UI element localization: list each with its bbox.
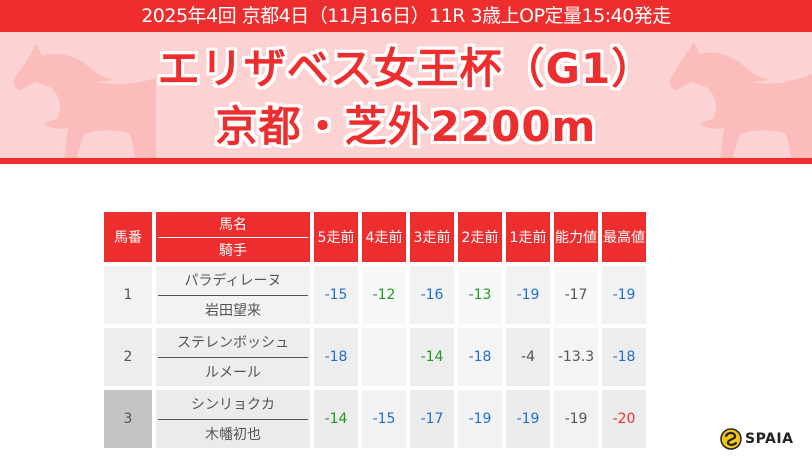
race-info-bar: 2025年4回 京都4日（11月16日）11R 3歳上OP定量15:40発走: [0, 0, 812, 32]
horse-number: 3: [104, 390, 152, 448]
race-title: エリザベス女王杯（G1）: [157, 44, 655, 93]
horse-name: シンリョクカ: [191, 397, 275, 414]
table-row: 3 シンリョクカ 木幡初也 -14 -15 -17 -19 -19 -19 -2…: [104, 390, 646, 448]
best-value: -19: [602, 266, 646, 324]
jockey-name: ルメール: [205, 364, 261, 381]
header-run4: 4走前: [362, 212, 406, 262]
run4-value: -12: [362, 266, 406, 324]
horse-number: 1: [104, 266, 152, 324]
run2-value: -19: [458, 390, 502, 448]
table-header-row: 馬番 馬名 騎手 5走前 4走前 3走前 2走前 1走前 能力値 最高値: [104, 212, 646, 262]
run5-value: -15: [314, 266, 358, 324]
run3-value: -16: [410, 266, 454, 324]
best-value: -20: [602, 390, 646, 448]
jockey-name: 木幡初也: [205, 426, 261, 443]
header-jockey: 騎手: [219, 242, 247, 259]
horse-silhouette-icon: [13, 44, 156, 158]
banner-divider: [0, 158, 812, 164]
performance-table: 馬番 馬名 騎手 5走前 4走前 3走前 2走前 1走前 能力値 最高値 1 パ…: [100, 208, 650, 452]
horse-name: パラディレーヌ: [184, 273, 282, 290]
header-run2: 2走前: [458, 212, 502, 262]
horse-jockey-cell: パラディレーヌ 岩田望来: [156, 266, 310, 324]
spaia-logo-text: SPAIA: [745, 431, 794, 447]
spaia-logo-icon: [720, 428, 742, 450]
table-row: 2 ステレンボッシュ ルメール -18 -14 -18 -4 -13.3 -18: [104, 328, 646, 386]
name-divider: [158, 356, 308, 358]
header-run1: 1走前: [506, 212, 550, 262]
ability-value: -13.3: [554, 328, 598, 386]
header-divider: [158, 236, 308, 238]
run4-value: [362, 328, 406, 386]
run2-value: -13: [458, 266, 502, 324]
header-number: 馬番: [104, 212, 152, 262]
run3-value: -17: [410, 390, 454, 448]
header-horse: 馬名: [219, 217, 247, 234]
run1-value: -19: [506, 266, 550, 324]
spaia-logo: SPAIA: [720, 428, 793, 450]
ability-value: -19: [554, 390, 598, 448]
title-banner: エリザベス女王杯（G1） 京都・芝外2200m: [0, 32, 812, 158]
name-divider: [158, 418, 308, 420]
best-value: -18: [602, 328, 646, 386]
run3-value: -14: [410, 328, 454, 386]
horse-jockey-cell: シンリョクカ 木幡初也: [156, 390, 310, 448]
header-run3: 3走前: [410, 212, 454, 262]
run4-value: -15: [362, 390, 406, 448]
run1-value: -4: [506, 328, 550, 386]
ability-value: -17: [554, 266, 598, 324]
horse-name: ステレンボッシュ: [177, 335, 289, 352]
run2-value: -18: [458, 328, 502, 386]
header-best: 最高値: [602, 212, 646, 262]
course-info: 京都・芝外2200m: [215, 102, 597, 151]
run1-value: -19: [506, 390, 550, 448]
table-row: 1 パラディレーヌ 岩田望来 -15 -12 -16 -13 -19 -17 -…: [104, 266, 646, 324]
header-run5: 5走前: [314, 212, 358, 262]
race-info-text: 2025年4回 京都4日（11月16日）11R 3歳上OP定量15:40発走: [141, 5, 671, 27]
jockey-name: 岩田望来: [205, 302, 261, 319]
horse-number: 2: [104, 328, 152, 386]
run5-value: -14: [314, 390, 358, 448]
header-horse-jockey: 馬名 騎手: [156, 212, 310, 262]
horse-jockey-cell: ステレンボッシュ ルメール: [156, 328, 310, 386]
header-ability: 能力値: [554, 212, 598, 262]
horse-silhouette-icon: [669, 42, 812, 158]
name-divider: [158, 294, 308, 296]
run5-value: -18: [314, 328, 358, 386]
